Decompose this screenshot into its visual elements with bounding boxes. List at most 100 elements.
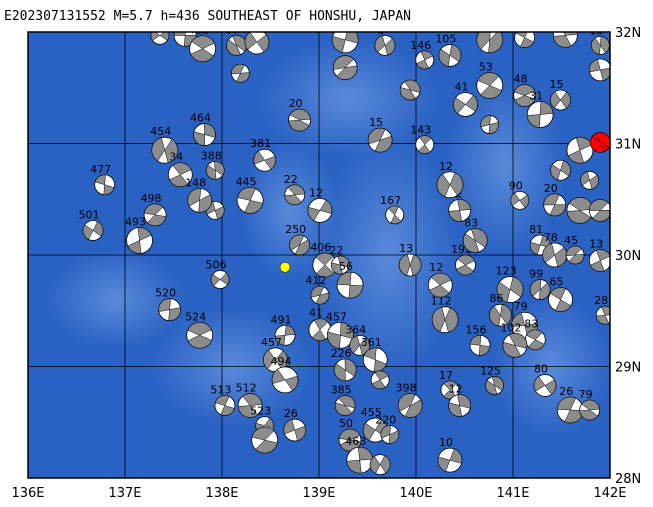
- beachball-quadrant: [488, 121, 499, 134]
- earthquake: [158, 298, 182, 322]
- depth-label: 90: [509, 179, 523, 192]
- earthquake: [251, 426, 279, 454]
- earthquake: [488, 303, 512, 327]
- earthquake: [334, 395, 356, 416]
- beachball-quadrant: [449, 44, 462, 63]
- depth-label: 364: [345, 323, 366, 336]
- beachball-quadrant: [369, 456, 381, 474]
- depth-label: 143: [410, 124, 431, 137]
- earthquake: [529, 279, 551, 300]
- beachball-quadrant: [527, 339, 545, 350]
- beachball-quadrant: [485, 379, 498, 395]
- depth-label: 26: [284, 407, 298, 420]
- depth-label: 2: [377, 23, 384, 36]
- earthquake: [214, 395, 236, 416]
- beachball-quadrant: [549, 287, 566, 300]
- earthquake: [193, 123, 216, 146]
- beachball-quadrant: [349, 335, 361, 354]
- beachball-quadrant: [589, 199, 609, 211]
- x-tick-label: 141E: [496, 486, 529, 501]
- beachball-quadrant: [331, 262, 343, 275]
- beachball-quadrant: [560, 160, 571, 177]
- beachball-quadrant: [404, 399, 423, 418]
- beachball-quadrant: [509, 276, 524, 298]
- earthquake: [566, 136, 594, 164]
- depth-label: 167: [380, 194, 401, 207]
- beachball-quadrant: [514, 95, 536, 107]
- earthquake: [274, 324, 296, 346]
- seafloor-relief: [239, 140, 340, 281]
- beachball-quadrant: [346, 459, 362, 474]
- beachball-quadrant: [515, 32, 528, 38]
- beachball-quadrant: [579, 409, 598, 421]
- depth-label: 81: [529, 223, 543, 236]
- depth-label: 455: [361, 406, 382, 419]
- beachball-quadrant: [544, 379, 557, 395]
- beachball-quadrant: [600, 36, 610, 54]
- beachball-quadrant: [215, 395, 230, 406]
- beachball-quadrant: [529, 279, 542, 297]
- beachball-quadrant: [331, 36, 346, 53]
- beachball-quadrant: [295, 239, 310, 256]
- earthquake: [289, 234, 311, 256]
- beachball-quadrant: [553, 35, 572, 48]
- depth-label: 520: [155, 287, 176, 300]
- beachball-quadrant: [380, 425, 391, 439]
- beachball-quadrant: [307, 206, 321, 222]
- depth-label: 398: [396, 382, 417, 395]
- beachball-quadrant: [589, 260, 605, 272]
- earthquake: [502, 332, 528, 358]
- depth-label: 99: [529, 268, 543, 281]
- depth-label: 524: [185, 310, 206, 323]
- depth-label: 80: [534, 362, 548, 375]
- earthquake: [262, 347, 288, 373]
- earthquake: [326, 321, 354, 349]
- depth-label: 156: [466, 323, 487, 336]
- earthquake: [398, 253, 422, 277]
- earthquake: [370, 370, 390, 390]
- earthquake: [82, 220, 104, 241]
- x-tick-label: 137E: [108, 486, 141, 501]
- beachball-quadrant: [226, 39, 241, 56]
- earthquake: [284, 184, 306, 206]
- beachball-quadrant: [457, 254, 475, 266]
- beachball-quadrant: [284, 194, 302, 206]
- earthquake: [476, 72, 504, 99]
- depth-label: 42: [514, 16, 528, 29]
- y-tick-label: 31N: [615, 138, 641, 153]
- depth-label: 34: [169, 151, 183, 164]
- depth-label: 454: [150, 125, 171, 138]
- beachball-quadrant: [542, 243, 555, 263]
- beachball-quadrant: [310, 285, 325, 298]
- earthquake: [237, 393, 263, 418]
- depth-label: 13: [589, 238, 603, 251]
- beachball-quadrant: [526, 114, 541, 128]
- depth-label: 79: [579, 388, 593, 401]
- earthquake: [448, 198, 472, 222]
- beachball-quadrant: [315, 264, 335, 278]
- beachball-quadrant: [164, 138, 178, 164]
- earthquake: [333, 358, 357, 382]
- earthquake: [346, 446, 374, 474]
- earthquake: [550, 159, 571, 181]
- beachball-quadrant: [519, 194, 530, 209]
- beachball-quadrant: [263, 349, 276, 370]
- beachball-quadrant: [256, 34, 270, 53]
- depth-label: 112: [431, 295, 452, 308]
- beachball-quadrant: [187, 188, 202, 207]
- earthquake: [565, 245, 585, 265]
- earthquake: [288, 108, 312, 132]
- beachball-quadrant: [187, 322, 212, 336]
- x-tick-label: 138E: [205, 486, 238, 501]
- beachball-quadrant: [399, 87, 416, 101]
- earthquake: [231, 63, 250, 83]
- earthquake: [552, 32, 578, 48]
- depth-label: 498: [141, 192, 162, 205]
- beachball-quadrant: [397, 393, 416, 412]
- depth-label: 12: [449, 383, 463, 396]
- earthquake: [590, 35, 610, 55]
- earthquake: [187, 187, 213, 213]
- beachball-quadrant: [567, 149, 585, 164]
- earthquake: [543, 193, 567, 217]
- earthquake: [415, 135, 435, 155]
